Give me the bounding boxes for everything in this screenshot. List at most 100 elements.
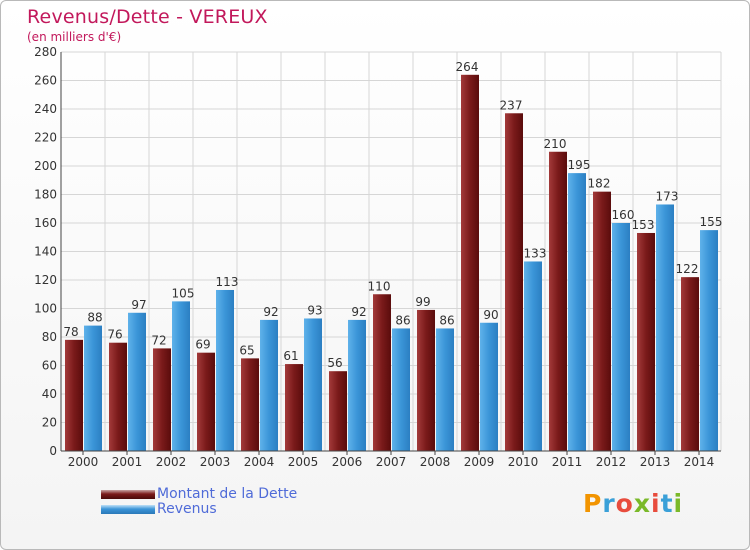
bar-revenus — [700, 230, 718, 451]
x-tick-label: 2003 — [200, 455, 231, 469]
legend-item-dette: Montant de la Dette — [101, 487, 297, 502]
axes: 0 20 40 60 80 100 120 140 160 180 200 220 240 260 280 2… — [34, 45, 721, 469]
bar-dette — [373, 294, 391, 451]
x-tick-label: 2008 — [420, 455, 451, 469]
legend-swatch-dette — [101, 490, 155, 499]
data-label: 88 — [87, 311, 102, 325]
data-label: 99 — [415, 295, 430, 309]
y-tick-label: 20 — [42, 416, 57, 430]
y-tick-label: 260 — [34, 74, 57, 88]
y-tick-label: 80 — [42, 330, 57, 344]
bar-dette — [681, 277, 699, 451]
x-tick-label: 2002 — [156, 455, 187, 469]
legend-swatch-revenus — [101, 505, 155, 514]
data-label: 105 — [172, 286, 195, 300]
bars — [65, 74, 718, 452]
x-tick-label: 2006 — [332, 455, 363, 469]
logo-letter: r — [602, 489, 616, 518]
data-label: 86 — [439, 313, 454, 327]
data-label: 182 — [588, 177, 611, 191]
bar-dette — [241, 358, 259, 451]
x-tick-label: 2007 — [376, 455, 407, 469]
bar-revenus — [392, 328, 410, 451]
logo-letter: t — [660, 489, 674, 518]
legend: Montant de la Dette Revenus — [101, 487, 297, 517]
y-tick-label: 140 — [34, 245, 57, 259]
y-tick-label: 60 — [42, 359, 57, 373]
bar-revenus — [436, 328, 454, 451]
x-tick-label: 2009 — [464, 455, 495, 469]
legend-item-revenus: Revenus — [101, 502, 297, 517]
data-label: 122 — [676, 262, 699, 276]
data-label: 90 — [483, 308, 498, 322]
bar-dette — [329, 371, 347, 451]
data-label: 133 — [524, 246, 547, 260]
y-tick-label: 180 — [34, 188, 57, 202]
bar-revenus — [304, 318, 322, 451]
bar-dette — [109, 342, 127, 451]
data-label: 153 — [632, 218, 655, 232]
data-label: 61 — [283, 349, 298, 363]
bar-revenus — [656, 204, 674, 451]
y-tick-label: 280 — [34, 45, 57, 59]
bar-dette — [505, 113, 523, 452]
bar-dette — [593, 191, 611, 451]
x-tick-label: 2013 — [640, 455, 671, 469]
bar-dette — [285, 364, 303, 451]
data-label: 160 — [612, 208, 635, 222]
y-tick-label: 220 — [34, 131, 57, 145]
bar-revenus — [128, 312, 146, 451]
bar-dette — [417, 309, 435, 451]
bar-dette — [65, 339, 83, 451]
data-label: 97 — [131, 298, 146, 312]
x-tick-label: 2010 — [508, 455, 539, 469]
bar-dette — [153, 348, 171, 451]
data-label: 56 — [327, 356, 342, 370]
data-label: 69 — [195, 338, 210, 352]
legend-label-revenus: Revenus — [157, 501, 217, 517]
data-label: 92 — [351, 305, 366, 319]
logo-letter: i — [673, 489, 684, 518]
y-tick-label: 40 — [42, 387, 57, 401]
bar-revenus — [568, 173, 586, 451]
data-label: 113 — [216, 275, 239, 289]
y-tick-label: 100 — [34, 302, 57, 316]
bar-revenus — [260, 319, 278, 451]
bar-revenus — [348, 319, 366, 451]
logo-letter: x — [633, 489, 651, 518]
x-tick-label: 2012 — [596, 455, 627, 469]
data-label: 195 — [568, 158, 591, 172]
x-tick-label: 2005 — [288, 455, 319, 469]
data-label: 210 — [544, 137, 567, 151]
data-label: 173 — [656, 189, 679, 203]
x-tick-label: 2001 — [112, 455, 143, 469]
data-label: 264 — [456, 60, 479, 74]
data-label: 72 — [151, 333, 166, 347]
chart-title: Revenus/Dette - VEREUX — [27, 6, 268, 28]
x-tick-label: 2000 — [68, 455, 99, 469]
y-tick-label: 120 — [34, 273, 57, 287]
data-label: 78 — [63, 325, 78, 339]
data-label: 76 — [107, 328, 122, 342]
data-label: 65 — [239, 343, 254, 357]
chart-subtitle: (en milliers d'€) — [27, 30, 122, 44]
y-tick-label: 200 — [34, 159, 57, 173]
proxiti-logo: Proxiti — [583, 489, 683, 518]
data-label: 110 — [368, 279, 391, 293]
data-label: 86 — [395, 313, 410, 327]
bar-revenus — [84, 325, 102, 451]
legend-label-dette: Montant de la Dette — [157, 486, 298, 502]
data-label: 237 — [500, 98, 523, 112]
logo-letter: P — [583, 489, 603, 518]
data-label: 155 — [700, 215, 723, 229]
x-tick-label: 2004 — [244, 455, 275, 469]
bar-revenus — [480, 322, 498, 451]
bar-revenus — [172, 301, 190, 451]
logo-letter: o — [615, 489, 634, 518]
x-tick-label: 2011 — [552, 455, 583, 469]
bar-revenus — [524, 261, 542, 451]
bar-dette — [197, 352, 215, 451]
bar-dette — [461, 74, 479, 452]
